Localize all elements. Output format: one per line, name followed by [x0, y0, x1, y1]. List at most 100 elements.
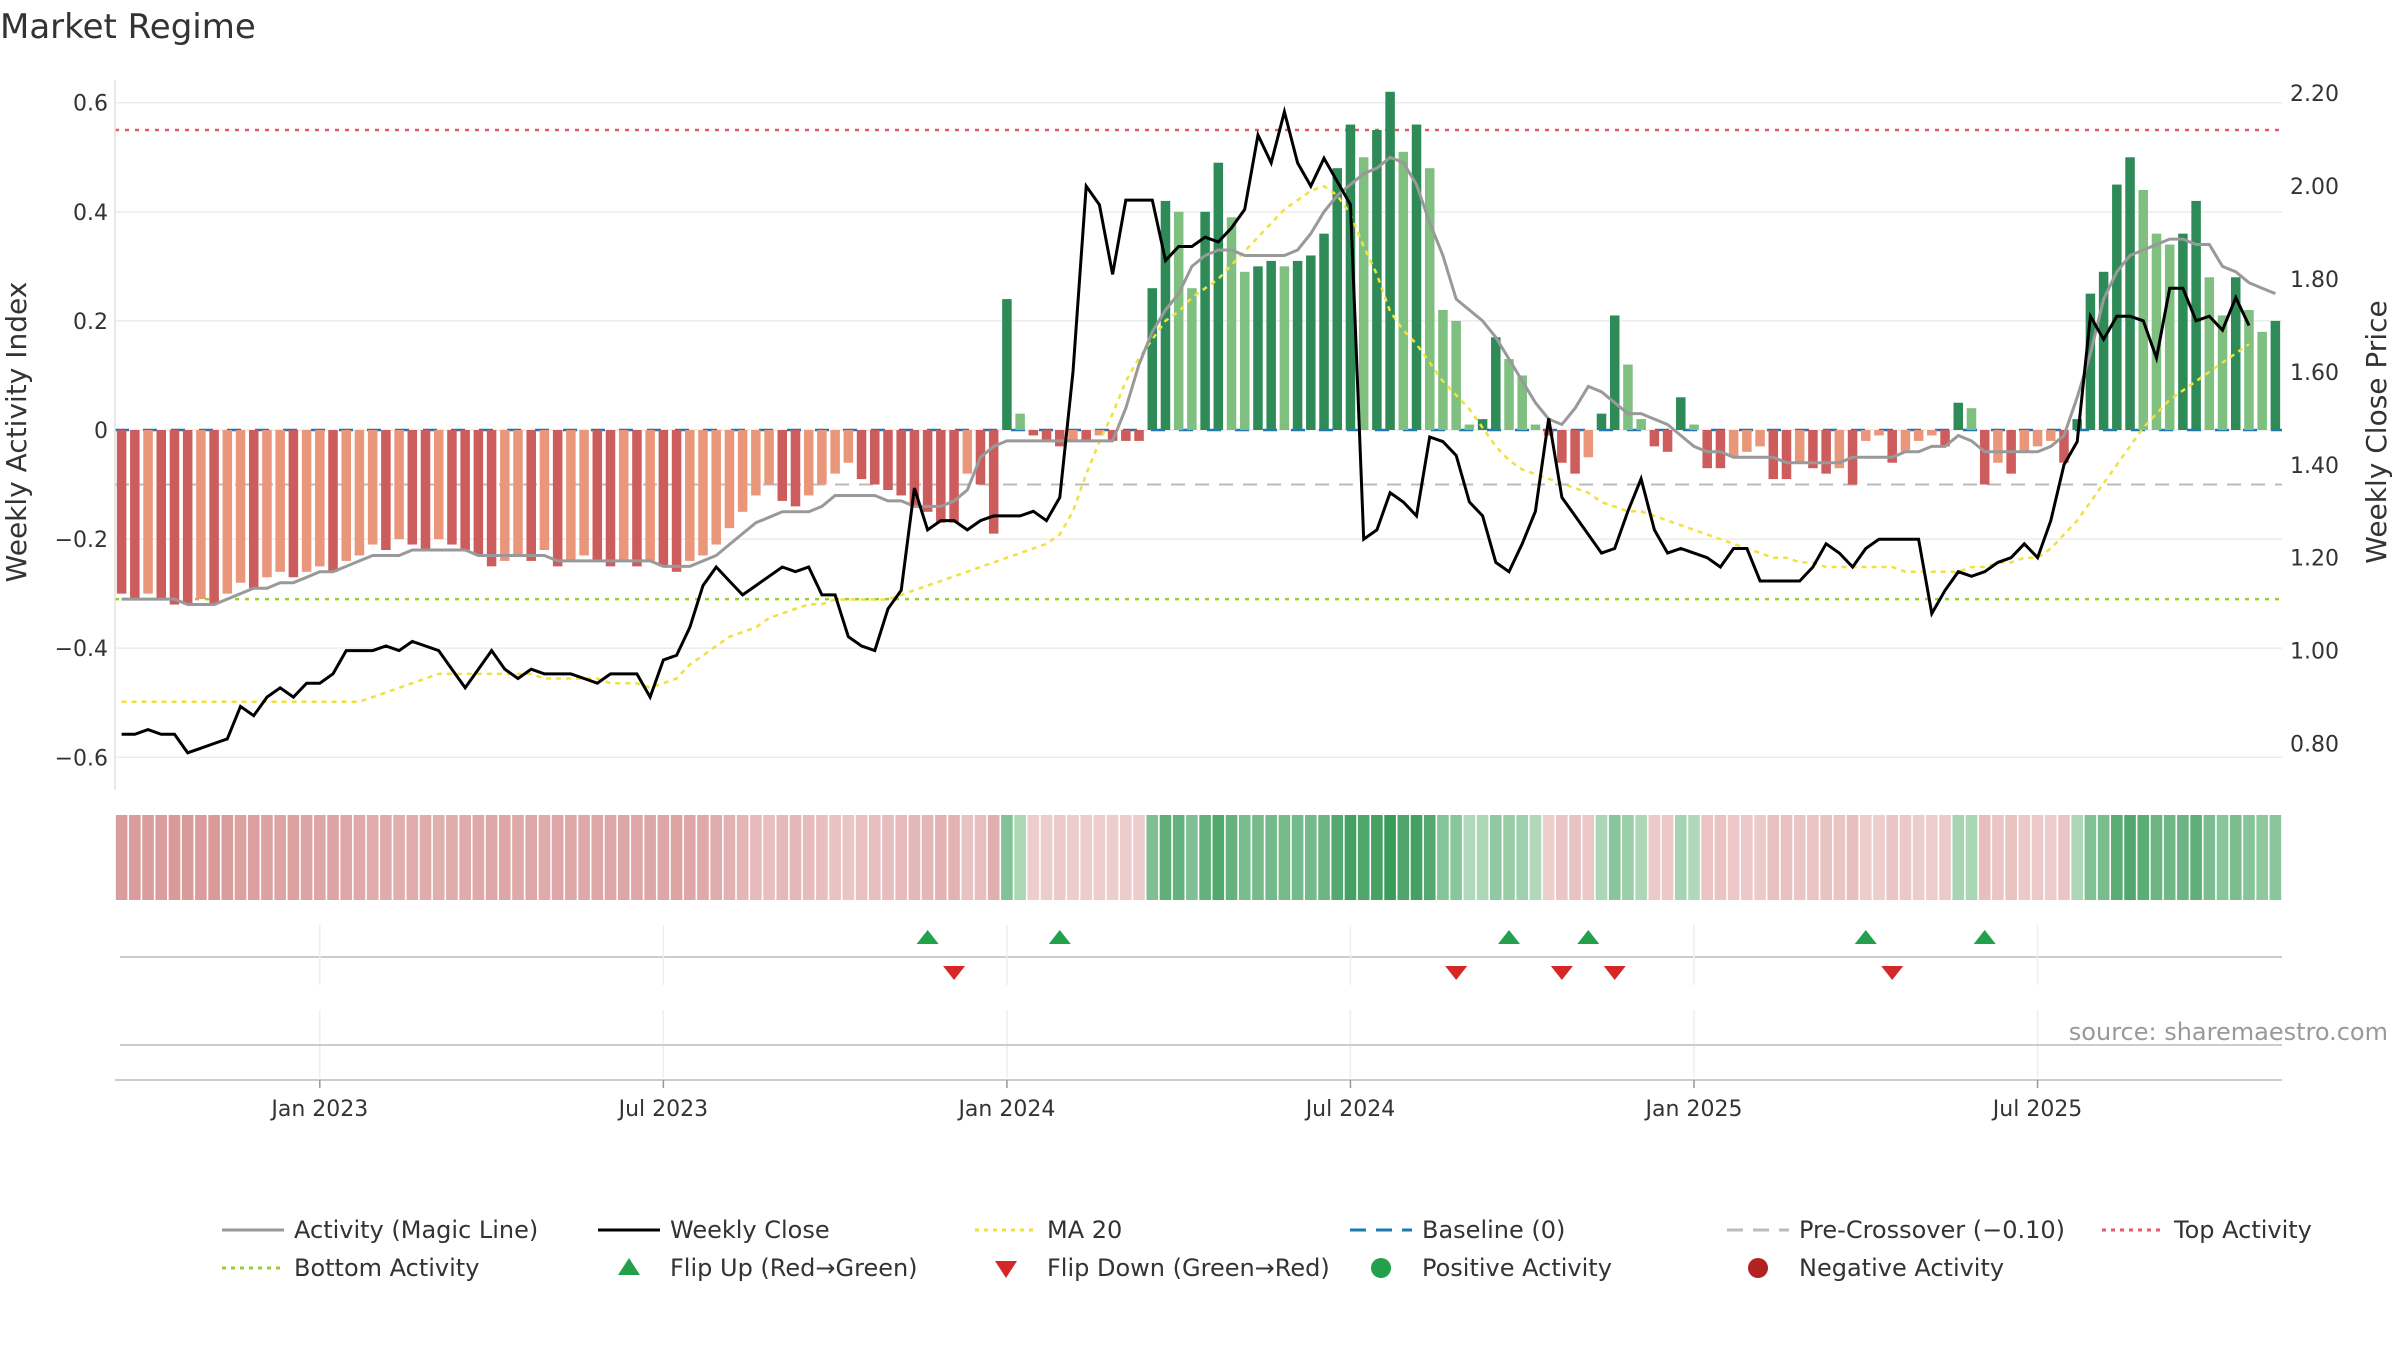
- legend-label: MA 20: [1047, 1216, 1122, 1244]
- regime-strip-cell: [485, 815, 498, 900]
- activity-bar: [1107, 430, 1118, 441]
- legend-label: Bottom Activity: [294, 1254, 479, 1282]
- flip-down-marker: [1603, 966, 1626, 980]
- x-axis-ticks: Jan 2023 Jul 2023 Jan 2024 Jul 2024 Jan 2025…: [269, 1080, 2082, 1122]
- x-tick-label: Jan 2025: [1644, 1097, 1743, 1122]
- legend-swatch: [1748, 1258, 1768, 1278]
- ma20-line: [121, 184, 2250, 703]
- activity-bar: [1015, 413, 1025, 430]
- regime-strip-cell: [393, 815, 405, 900]
- regime-strip-cell: [2018, 815, 2031, 900]
- regime-strip-cell: [1212, 815, 1225, 900]
- y-right-tick-label: 0.80: [2290, 733, 2339, 758]
- regime-strip-cell: [868, 815, 881, 900]
- regime-strip-cell: [1741, 815, 1753, 900]
- activity-bar: [1213, 162, 1224, 430]
- y-right-tick-label: 1.40: [2290, 454, 2339, 479]
- regime-strip-cell: [2124, 815, 2136, 900]
- series-lines: [121, 105, 2276, 755]
- regime-strip-cell: [1503, 815, 1515, 900]
- activity-bars: [116, 91, 2281, 605]
- regime-strip-cell: [1053, 815, 1066, 900]
- activity-bar: [1411, 124, 1422, 430]
- regime-strip-cell: [314, 815, 326, 900]
- activity-bar: [1927, 430, 1937, 436]
- activity-bar: [1623, 364, 1633, 430]
- activity-bar: [1266, 260, 1276, 430]
- regime-strip-cell: [1252, 815, 1264, 900]
- activity-bar: [460, 430, 470, 550]
- regime-strip-cell: [2031, 815, 2044, 900]
- regime-strip-cell: [1344, 815, 1357, 900]
- flip-up-marker: [1048, 930, 1071, 944]
- activity-bar: [2072, 419, 2082, 430]
- y-right-tick-label: 1.60: [2290, 361, 2339, 386]
- regime-strip-cell: [723, 815, 736, 900]
- legend-label: Positive Activity: [1422, 1254, 1612, 1282]
- regime-strip-cell: [327, 815, 339, 900]
- activity-bar: [2230, 277, 2241, 430]
- activity-bar: [1239, 271, 1250, 430]
- source-note: source: sharemaestro.com: [2069, 1018, 2388, 1046]
- activity-bar: [1226, 217, 1237, 430]
- regime-strip-cell: [1106, 815, 1119, 900]
- regime-strip-cell: [1278, 815, 1291, 900]
- activity-bar: [1279, 266, 1290, 430]
- activity-bar: [1306, 255, 1316, 430]
- activity-bar: [1173, 211, 1184, 430]
- activity-bar: [1094, 430, 1105, 436]
- activity-bar: [394, 430, 404, 540]
- activity-bar: [341, 430, 351, 561]
- legend-swatch: [995, 1261, 1017, 1278]
- flip-up-marker: [1577, 930, 1600, 944]
- regime-strip-cell: [2190, 815, 2202, 900]
- regime-strip-cell: [1146, 815, 1159, 900]
- regime-strip-cell: [1093, 815, 1106, 900]
- activity-bar: [328, 430, 338, 572]
- activity-bar: [1121, 430, 1131, 441]
- y-right-tick-label: 2.20: [2290, 82, 2339, 107]
- regime-strip-cell: [446, 815, 458, 900]
- regime-strip-cell: [1159, 815, 1172, 900]
- activity-bar: [1358, 157, 1369, 431]
- x-tick-label: Jan 2024: [956, 1097, 1055, 1122]
- regime-strip-cell: [1807, 815, 1819, 900]
- legend-label: Pre-Crossover (−0.10): [1799, 1216, 2065, 1244]
- activity-bar: [830, 430, 840, 474]
- activity-bar: [2257, 331, 2267, 430]
- regime-strip-cell: [565, 815, 577, 900]
- regime-strip-cell: [1040, 815, 1053, 900]
- regime-strip-cell: [670, 815, 683, 900]
- regime-strip-cell: [2150, 815, 2163, 900]
- legend-label: Baseline (0): [1422, 1216, 1565, 1244]
- activity-bar: [315, 430, 325, 567]
- activity-bar: [2085, 293, 2096, 430]
- activity-bar: [1319, 233, 1329, 430]
- regime-strip-cell: [1305, 815, 1317, 900]
- regime-strip-cell: [2269, 815, 2282, 900]
- activity-bar: [1385, 91, 1395, 431]
- regime-strip-cell: [234, 815, 247, 900]
- regime-strip-cell: [750, 815, 762, 900]
- regime-strip-cell: [2256, 815, 2268, 900]
- activity-bar: [1517, 375, 1527, 430]
- regime-strip-cell: [736, 815, 749, 900]
- regime-strip-cell: [1027, 815, 1040, 900]
- regime-strip-cell: [961, 815, 974, 900]
- activity-bar: [156, 430, 167, 600]
- regime-strip-cell: [1384, 815, 1396, 900]
- activity-bar: [301, 430, 312, 572]
- activity-bar: [1570, 430, 1580, 474]
- regime-strip-cell: [287, 815, 300, 900]
- activity-bar: [777, 430, 788, 501]
- activity-bar: [1715, 430, 1726, 469]
- activity-bar: [1768, 430, 1779, 480]
- y-right-tick-label: 1.80: [2290, 268, 2339, 293]
- regime-strip-cell: [604, 815, 617, 900]
- activity-bar: [1887, 430, 1897, 463]
- regime-strip-cell: [974, 815, 987, 900]
- regime-strip-cell: [1595, 815, 1608, 900]
- flip-markers-panel: [120, 925, 2282, 985]
- activity-bar: [645, 430, 655, 561]
- activity-bar: [1504, 359, 1514, 430]
